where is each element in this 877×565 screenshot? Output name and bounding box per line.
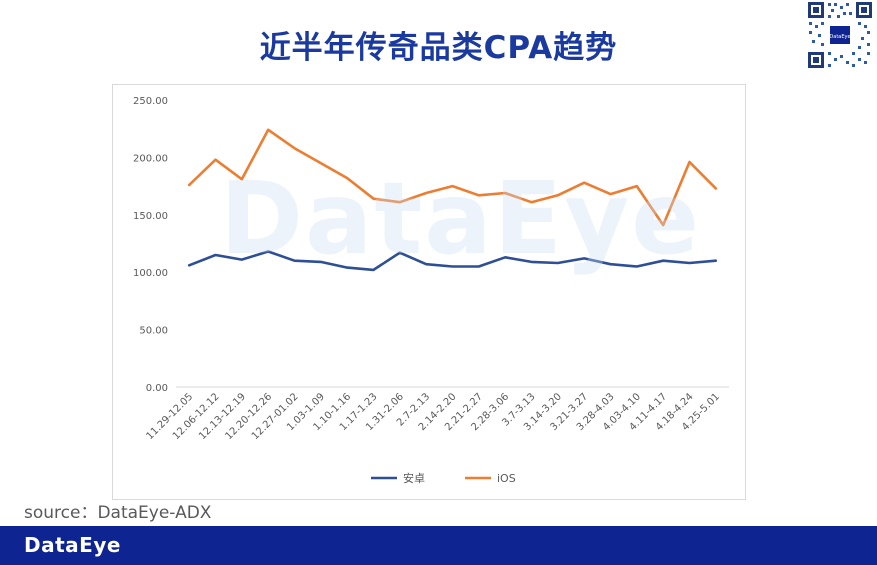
- y-tick-label: 50.00: [139, 326, 168, 337]
- series-line-android: [187, 250, 718, 272]
- legend-label-android: 安卓: [403, 471, 425, 485]
- line-chart: 0.0050.00100.00150.00200.00250.0011.29-1…: [133, 96, 729, 485]
- y-tick-label: 0.00: [146, 383, 168, 394]
- legend-label-ios: iOS: [497, 472, 516, 485]
- source-note: source：DataEye-ADX: [24, 503, 212, 523]
- qr-code-icon: DataEye: [806, 0, 874, 70]
- y-tick-label: 150.00: [133, 211, 168, 222]
- y-tick-label: 250.00: [133, 96, 168, 107]
- qr-center-label: DataEye: [829, 34, 850, 40]
- y-tick-label: 100.00: [133, 268, 168, 279]
- series-line-ios: [187, 128, 718, 227]
- footer-bar: DataEye: [0, 526, 877, 565]
- footer-logo: DataEye: [24, 533, 121, 557]
- chart-frame: 0.00 50.00 100.00 150.00 200.00 250.00 11.29-1…: [112, 84, 746, 500]
- page-title: 近半年传奇品类CPA趋势: [259, 30, 618, 66]
- y-tick-label: 200.00: [133, 153, 168, 164]
